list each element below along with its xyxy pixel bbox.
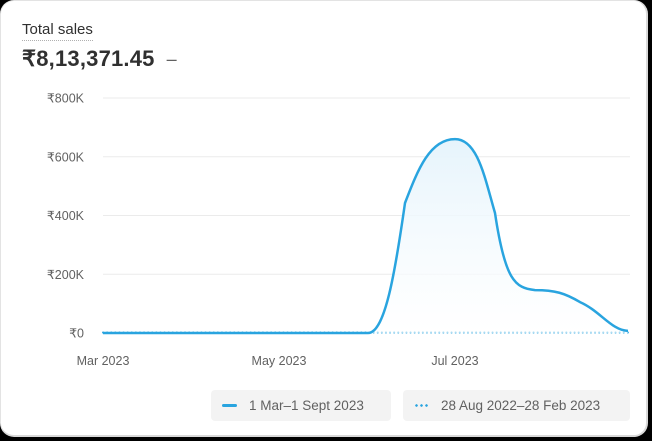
y-tick-label: ₹800K bbox=[47, 92, 85, 106]
y-axis: ₹0 ₹200K ₹400K ₹600K ₹800K bbox=[47, 92, 630, 341]
solid-line-swatch-icon bbox=[222, 404, 237, 407]
primary-series-area bbox=[103, 139, 628, 333]
x-tick-label: Mar 2023 bbox=[77, 354, 130, 368]
total-value: ₹8,13,371.45 – bbox=[22, 46, 177, 72]
dotted-line-swatch-icon bbox=[414, 404, 429, 407]
legend-label: 1 Mar–1 Sept 2023 bbox=[249, 398, 364, 413]
primary-series-line bbox=[103, 137, 629, 335]
legend-label: 28 Aug 2022–28 Feb 2023 bbox=[441, 398, 601, 413]
total-sales-amount: ₹8,13,371.45 bbox=[22, 46, 155, 71]
y-tick-label: ₹600K bbox=[47, 150, 85, 164]
legend-item-current-period[interactable]: 1 Mar–1 Sept 2023 bbox=[211, 390, 391, 421]
x-tick-label: May 2023 bbox=[252, 354, 307, 368]
x-axis: Mar 2023 May 2023 Jul 2023 bbox=[77, 354, 479, 368]
y-tick-label: ₹400K bbox=[47, 209, 85, 223]
card-title[interactable]: Total sales bbox=[22, 21, 93, 41]
y-tick-label: ₹200K bbox=[47, 268, 85, 282]
x-tick-label: Jul 2023 bbox=[431, 354, 478, 368]
legend-item-comparison-period[interactable]: 28 Aug 2022–28 Feb 2023 bbox=[403, 390, 630, 421]
y-tick-label: ₹0 bbox=[69, 327, 84, 341]
comparison-value: – bbox=[166, 48, 177, 69]
